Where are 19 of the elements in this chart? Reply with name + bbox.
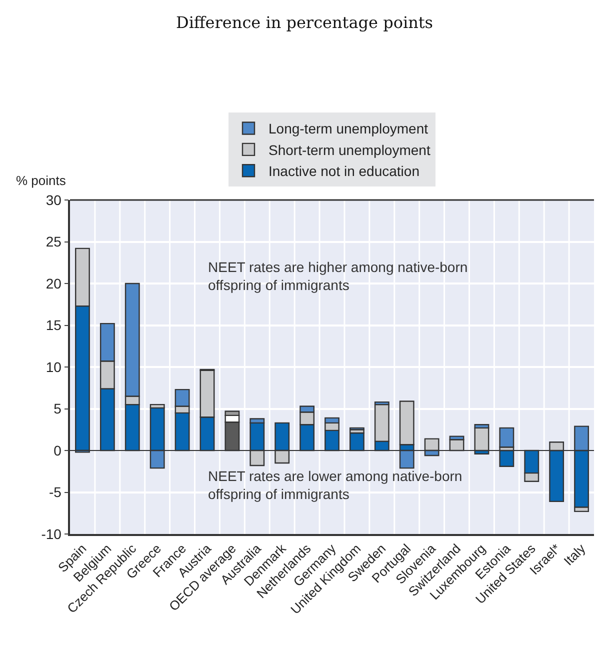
- y-tick-label: 25: [46, 234, 62, 250]
- bar: [499, 427, 514, 448]
- legend-label: Short-term unemployment: [268, 142, 430, 158]
- bar: [499, 450, 514, 467]
- x-tick-label: Italy: [560, 540, 589, 568]
- legend-label: Long-term unemployment: [268, 120, 428, 137]
- annotation: NEET rates are higher among native-born offspring of immigrants: [208, 259, 468, 294]
- y-tick-label: 0: [54, 442, 62, 458]
- legend-label: Inactive not in education: [268, 163, 420, 180]
- y-tick-label: 10: [46, 358, 62, 375]
- chart-title: Difference in percentage points: [176, 12, 434, 32]
- y-tick-label: 15: [46, 317, 62, 334]
- y-tick-label: -5: [48, 484, 62, 500]
- y-axis-title: % points: [16, 173, 66, 188]
- y-tick-label: -10: [41, 526, 62, 542]
- y-tick-label: 30: [46, 192, 62, 208]
- y-tick-label: 20: [46, 275, 62, 292]
- annotation: NEET rates are lower among native-born offspring of immigrants: [208, 468, 462, 502]
- y-tick-label: 5: [54, 400, 62, 417]
